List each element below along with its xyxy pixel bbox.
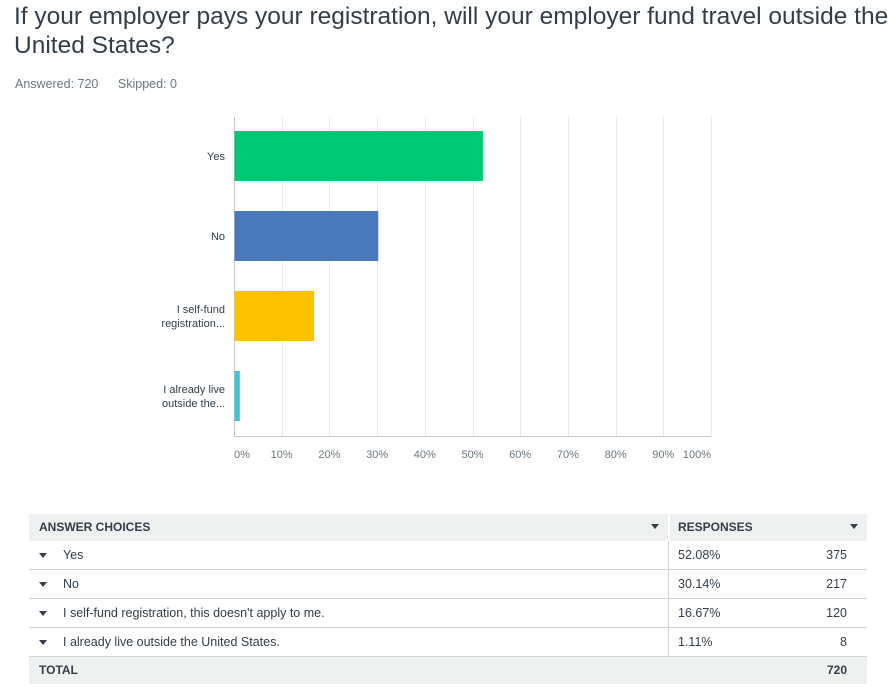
table-row: I already live outside the United States… — [29, 628, 867, 657]
category-label: Yes — [207, 151, 225, 163]
response-percent: 16.67% — [678, 606, 721, 620]
x-tick-label: 70% — [557, 449, 579, 461]
bar — [234, 211, 379, 261]
table-row: Yes 52.08% 375 — [29, 541, 867, 570]
responses-header[interactable]: RESPONSES — [678, 520, 753, 534]
x-tick-label: 90% — [652, 449, 674, 461]
question-title: If your employer pays your registration,… — [14, 3, 889, 59]
expand-caret-icon[interactable] — [39, 582, 47, 587]
answer-text: No — [63, 577, 79, 591]
x-tick-label: 0% — [234, 449, 250, 461]
x-tick-label: 80% — [605, 449, 627, 461]
sort-answer-caret-icon[interactable] — [651, 524, 659, 529]
answer-text: I self-fund registration, this doesn't a… — [63, 606, 325, 620]
answered-count: Answered: 720 — [15, 77, 99, 91]
category-label: I already live — [163, 384, 225, 396]
bar — [234, 131, 483, 181]
x-tick-label: 60% — [509, 449, 531, 461]
expand-caret-icon[interactable] — [39, 640, 47, 645]
category-label: I self-fund — [177, 304, 225, 316]
sort-responses-caret-icon[interactable] — [850, 524, 858, 529]
table-row: No 30.14% 217 — [29, 570, 867, 599]
responses-table: ANSWER CHOICES RESPONSES Yes 52.08% 375 No 3… — [29, 514, 867, 684]
x-tick-label: 20% — [318, 449, 340, 461]
skipped-count: Skipped: 0 — [117, 77, 177, 91]
response-stats: Answered: 720 Skipped: 0 — [15, 77, 193, 91]
bar — [234, 371, 240, 421]
response-count: 375 — [826, 548, 847, 562]
x-tick-label: 100% — [683, 449, 711, 461]
response-count: 8 — [840, 635, 847, 649]
response-percent: 30.14% — [678, 577, 721, 591]
answer-text: Yes — [63, 548, 84, 562]
total-count: 720 — [826, 663, 847, 677]
answer-choices-header[interactable]: ANSWER CHOICES — [39, 520, 151, 534]
answer-text: I already live outside the United States… — [63, 635, 280, 649]
table-header: ANSWER CHOICES RESPONSES — [29, 514, 867, 541]
table-body: Yes 52.08% 375 No 30.14% 217 I self-fund regis… — [29, 541, 867, 657]
response-percent: 1.11% — [678, 635, 713, 649]
bar-chart: 0% 10% 20% 30% 40% 50% 60% 70% 80% 90% 100% Yes No I … — [161, 117, 712, 461]
total-label: TOTAL — [39, 663, 78, 677]
category-label: registration... — [161, 318, 225, 330]
expand-caret-icon[interactable] — [39, 611, 47, 616]
x-tick-label: 50% — [461, 449, 483, 461]
category-label: outside the... — [162, 398, 225, 410]
bar — [234, 291, 315, 341]
x-tick-label: 40% — [414, 449, 436, 461]
response-count: 217 — [826, 577, 847, 591]
x-tick-label: 10% — [271, 449, 293, 461]
expand-caret-icon[interactable] — [39, 553, 47, 558]
response-percent: 52.08% — [678, 548, 721, 562]
response-count: 120 — [826, 606, 847, 620]
category-label: No — [211, 231, 225, 243]
table-total-row: TOTAL 720 — [29, 657, 867, 684]
table-row: I self-fund registration, this doesn't a… — [29, 599, 867, 628]
x-tick-label: 30% — [366, 449, 388, 461]
